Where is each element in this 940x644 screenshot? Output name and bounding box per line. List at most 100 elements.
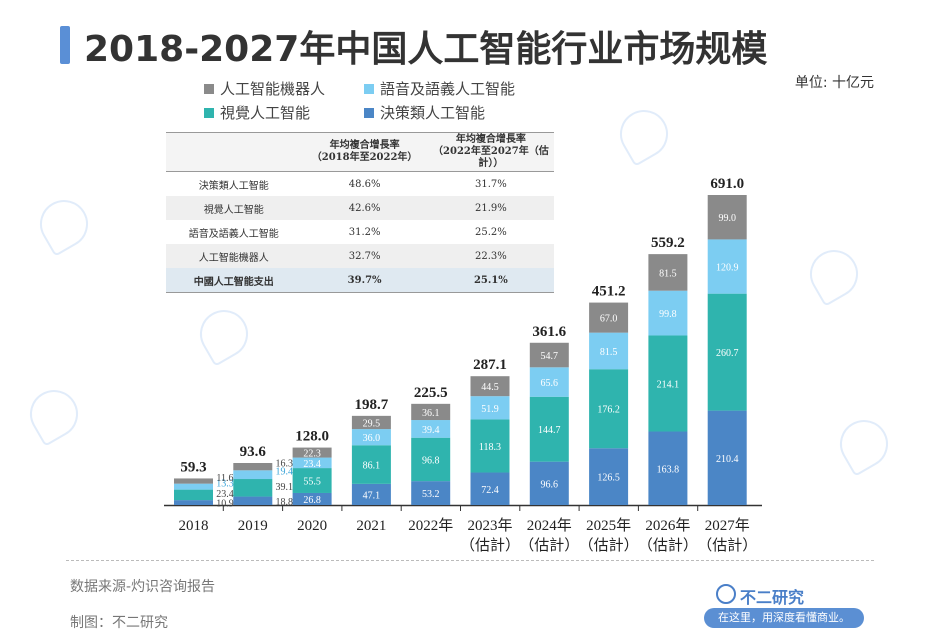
header-line: （2018年至2022年）: [311, 152, 418, 163]
legend-item-vision: 視覺人工智能: [204, 102, 310, 123]
table-row: 決策類人工智能 48.6% 31.7%: [166, 171, 554, 196]
bar-segment: [707, 293, 747, 411]
brand-logo-icon: [716, 584, 736, 604]
bar-segment: [707, 195, 747, 240]
category-label: 2019: [238, 518, 268, 534]
data-label: 51.9: [481, 404, 499, 415]
category-label: （估計）: [519, 537, 579, 554]
bar-segment: [351, 415, 391, 430]
table-cell-value: 39.7%: [301, 268, 428, 293]
bar-segment: [292, 457, 332, 469]
data-label: 23.4: [216, 489, 234, 500]
table-cell-value: 21.9%: [427, 196, 554, 220]
bar-segment: [351, 483, 391, 505]
bar-segment: [292, 447, 332, 458]
table-cell-name: 視覺人工智能: [166, 196, 302, 220]
data-label: 47.1: [363, 490, 381, 501]
bar-segment: [292, 468, 332, 493]
table-row: 語音及語義人工智能 31.2% 25.2%: [166, 220, 554, 244]
total-label: 128.0: [295, 429, 329, 445]
data-label: 54.7: [541, 351, 559, 362]
total-label: 451.2: [592, 284, 626, 300]
table-header-row: 年均複合增長率 （2018年至2022年） 年均複合增長率 （2022年至202…: [166, 132, 554, 172]
bar-segment: [529, 367, 569, 397]
data-label: 96.8: [422, 455, 440, 466]
bar-segment: [411, 403, 451, 421]
data-label: 39.1: [276, 482, 294, 493]
category-label: （估計）: [697, 537, 757, 554]
table-cell-name: 人工智能機器人: [166, 244, 302, 268]
category-label: （估計）: [579, 537, 639, 554]
data-label: 23.4: [303, 459, 321, 470]
data-label: 81.5: [659, 268, 677, 279]
category-label: 2027年: [705, 517, 750, 534]
bar-segment: [411, 420, 451, 438]
data-label: 19.4: [276, 467, 294, 478]
legend-swatch: [204, 107, 214, 118]
category-label: 2025年: [586, 517, 631, 534]
table-header-cell: 年均複合增長率 （2022年至2027年（估計））: [427, 132, 554, 172]
bar-segment: [411, 481, 451, 505]
legend-swatch: [364, 83, 374, 94]
data-label: 72.4: [481, 485, 499, 496]
data-label: 18.8: [276, 497, 294, 508]
data-label: 44.5: [481, 382, 499, 393]
total-label: 198.7: [355, 397, 389, 413]
table-cell-name: 中國人工智能支出: [166, 268, 302, 293]
table-cell-name: 決策類人工智能: [166, 171, 302, 196]
category-label: 2022年: [408, 517, 453, 534]
legend-label: 視覺人工智能: [220, 104, 311, 122]
category-label: 2024年: [527, 517, 572, 534]
category-label: （估計）: [638, 537, 698, 554]
data-label: 96.6: [541, 479, 559, 490]
data-label: 144.7: [538, 425, 561, 436]
data-label: 126.5: [597, 473, 620, 484]
bar-segment: [707, 410, 747, 505]
table-cell-value: 48.6%: [301, 171, 428, 196]
data-label: 99.8: [659, 309, 677, 320]
bar-segment: [470, 376, 510, 397]
total-label: 361.6: [532, 324, 566, 340]
brand-name: 不二研究: [740, 588, 805, 607]
data-label: 16.3: [276, 459, 294, 470]
brand-slogan: 在这里，用深度看懂商业。: [704, 608, 864, 628]
bar-segment: [470, 396, 510, 420]
data-label: 163.8: [657, 464, 680, 475]
bar-segment: [648, 335, 688, 432]
bar-segment: [351, 445, 391, 484]
category-label: 2026年: [645, 517, 690, 534]
table-cell-value: 31.7%: [427, 171, 554, 196]
category-label: 2021: [356, 518, 386, 534]
data-label: 13.3: [216, 479, 234, 490]
bar-segment: [707, 239, 747, 294]
bar-segment: [470, 419, 510, 473]
legend-label: 決策類人工智能: [380, 104, 486, 122]
data-label: 29.5: [363, 418, 381, 429]
data-label: 65.6: [541, 378, 559, 389]
legend-label: 人工智能機器人: [220, 80, 326, 98]
total-label: 691.0: [710, 176, 744, 192]
brand-badge: 不二研究 在这里，用深度看懂商业。: [700, 582, 870, 632]
data-label: 260.7: [716, 348, 739, 359]
category-label: 2020: [297, 518, 327, 534]
data-label: 81.5: [600, 347, 618, 358]
data-label: 86.1: [363, 461, 381, 472]
legend-item-robot: 人工智能機器人: [204, 78, 325, 99]
stacked-bar-chart: 10.923.413.311.659.3201818.839.119.416.3…: [164, 176, 762, 554]
legend-item-speech: 語音及語義人工智能: [364, 78, 515, 99]
data-label: 53.2: [422, 489, 440, 500]
total-label: 559.2: [651, 235, 685, 251]
title-accent-bar: [60, 26, 70, 64]
header-line: 年均複合增長率: [455, 134, 526, 145]
header-line: 年均複合增長率: [329, 140, 400, 151]
bar-segment: [233, 463, 273, 471]
total-label: 287.1: [473, 357, 507, 373]
bar-segment: [648, 431, 688, 505]
bar-segment: [589, 332, 629, 370]
bar-segment: [648, 254, 688, 291]
data-label: 11.6: [216, 473, 233, 484]
table-cell-value: 32.7%: [301, 244, 428, 268]
table-cell-value: 22.3%: [427, 244, 554, 268]
bar-segment: [529, 461, 569, 505]
legend-item-decision: 決策類人工智能: [364, 102, 485, 123]
